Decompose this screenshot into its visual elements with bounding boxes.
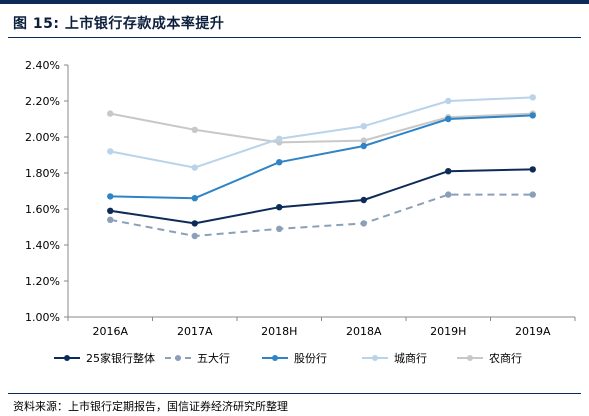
- x-tick-label: 2016A: [92, 325, 128, 338]
- data-point: [191, 220, 198, 227]
- legend-label: 农商行: [489, 351, 522, 365]
- series-line: [110, 96, 533, 169]
- data-point: [360, 196, 367, 204]
- y-tick-label: 1.00%: [25, 311, 60, 324]
- chart-axes: 1.00% 1.20% 1.40% 1.60% 1.80% 2.00% 2.20% 2.40%…: [25, 59, 576, 338]
- title-divider: [8, 37, 581, 38]
- header-bar-accent: [475, 0, 547, 4]
- data-point: [107, 110, 114, 117]
- y-tick-label: 1.20%: [25, 275, 60, 288]
- data-point: [360, 123, 367, 130]
- data-point: [529, 166, 536, 173]
- data-point: [360, 137, 367, 144]
- x-tick-label: 2017A: [177, 325, 213, 338]
- series-line: [110, 193, 533, 237]
- y-tick-label: 2.20%: [25, 95, 60, 108]
- data-point: [360, 220, 367, 227]
- data-point: [445, 191, 452, 198]
- legend-marker: [467, 355, 473, 361]
- data-point: [276, 159, 283, 166]
- series-line: [110, 114, 533, 200]
- x-tick-label: 2019H: [430, 325, 466, 338]
- data-point: [191, 232, 198, 240]
- data-point: [529, 191, 536, 198]
- data-point: [529, 112, 536, 119]
- series-line: [110, 112, 533, 144]
- line-chart: 1.00% 1.20% 1.40% 1.60% 1.80% 2.00% 2.20% 2.40%…: [25, 59, 576, 365]
- series-line: [110, 168, 533, 225]
- y-tick-label: 1.80%: [25, 167, 60, 180]
- x-tick-label: 2019A: [515, 325, 551, 338]
- figure-title: 图 15: 上市银行存款成本率提升: [13, 16, 225, 32]
- data-point: [276, 135, 283, 142]
- data-point: [107, 216, 114, 223]
- legend-label: 股份行: [294, 352, 327, 365]
- data-point: [107, 193, 114, 200]
- footer-divider: [8, 393, 581, 394]
- y-tick-label: 1.60%: [25, 203, 60, 216]
- source-note: 资料来源：上市银行定期报告，国信证券经济研究所整理: [13, 400, 288, 413]
- legend-label: 五大行: [197, 351, 230, 365]
- data-point: [107, 207, 114, 214]
- legend-marker: [175, 355, 181, 361]
- data-point: [445, 97, 452, 105]
- legend-marker: [372, 355, 378, 361]
- legend-label: 25家银行整体: [86, 351, 155, 365]
- y-tick-label: 2.00%: [25, 131, 60, 144]
- legend-marker: [64, 355, 70, 361]
- data-point: [360, 142, 367, 150]
- data-point: [276, 225, 283, 232]
- data-point: [445, 168, 452, 175]
- data-point: [107, 148, 114, 155]
- chart-series: [107, 94, 536, 240]
- data-point: [445, 115, 452, 123]
- y-tick-label: 2.40%: [25, 59, 60, 72]
- data-point: [191, 126, 198, 133]
- header-bar: [0, 0, 589, 4]
- x-tick-label: 2018A: [346, 325, 382, 338]
- data-point: [276, 204, 283, 211]
- x-tick-label: 2018H: [261, 325, 297, 338]
- chart-legend: 25家银行整体 五大行 股份行 城商行 农商行: [54, 351, 522, 365]
- data-point: [191, 164, 198, 171]
- legend-marker: [272, 355, 278, 361]
- data-point: [529, 94, 536, 101]
- y-tick-label: 1.40%: [25, 239, 60, 252]
- legend-label: 城商行: [394, 351, 427, 365]
- data-point: [191, 195, 198, 202]
